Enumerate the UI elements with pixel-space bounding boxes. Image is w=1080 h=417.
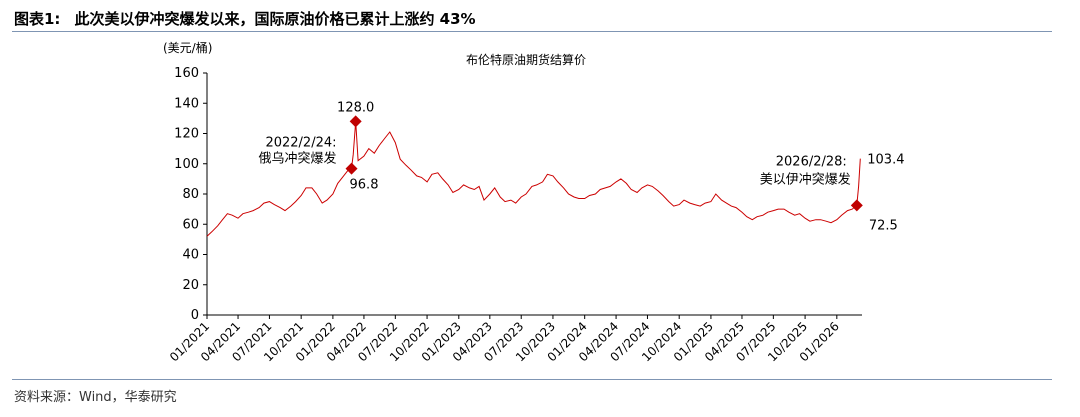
y-tick-label: 0 (191, 308, 199, 323)
footer-rule (12, 379, 1052, 380)
y-tick-label: 40 (182, 248, 199, 263)
figure-number: 图表1: (14, 10, 61, 28)
y-unit-label: (美元/桶) (163, 40, 212, 55)
y-tick-label: 80 (182, 187, 199, 202)
brent-price-chart: (美元/桶) 布伦特原油期货结算价 0204060801001201401600… (163, 40, 905, 364)
source-note: 资料来源：Wind，华泰研究 (14, 390, 177, 405)
annotation-date-label: 2022/2/24: (265, 136, 336, 151)
data-label-96-8: 96.8 (350, 178, 379, 193)
y-tick-label: 120 (174, 127, 199, 142)
annotations: 2022/2/24:俄乌冲突爆发 96.8 128.0 2026/2/28: 美以伊冲突… (259, 100, 905, 233)
marker-2026-02-28 (850, 199, 863, 212)
data-label-72-5: 72.5 (869, 218, 898, 233)
brent-price-line (206, 121, 861, 237)
axes: 02040608010012014016001/202104/202107/20… (167, 66, 862, 364)
y-tick-label: 60 (182, 217, 199, 232)
annotation-event-label: 俄乌冲突爆发 (259, 151, 337, 167)
plot-area (206, 121, 861, 237)
figure-caption: 此次美以伊冲突爆发以来，国际原油价格已累计上涨约 43% (74, 10, 476, 28)
y-tick-label: 140 (174, 96, 199, 111)
y-tick-label: 100 (174, 157, 199, 172)
y-tick-label: 20 (182, 278, 199, 293)
annotation-event-label: 美以伊冲突爆发 (760, 171, 851, 187)
figure-header: 图表1: 此次美以伊冲突爆发以来，国际原油价格已累计上涨约 43% (14, 8, 490, 29)
data-label-128-0: 128.0 (337, 100, 374, 115)
header-rule (12, 31, 1052, 32)
marker-2022-02-24 (345, 162, 358, 175)
marker-peak-2022 (349, 115, 362, 128)
chart-title: 布伦特原油期货结算价 (466, 52, 586, 67)
data-label-103-4: 103.4 (867, 153, 904, 168)
y-tick-label: 160 (174, 66, 199, 81)
annotation-date-label: 2026/2/28: (776, 154, 847, 169)
